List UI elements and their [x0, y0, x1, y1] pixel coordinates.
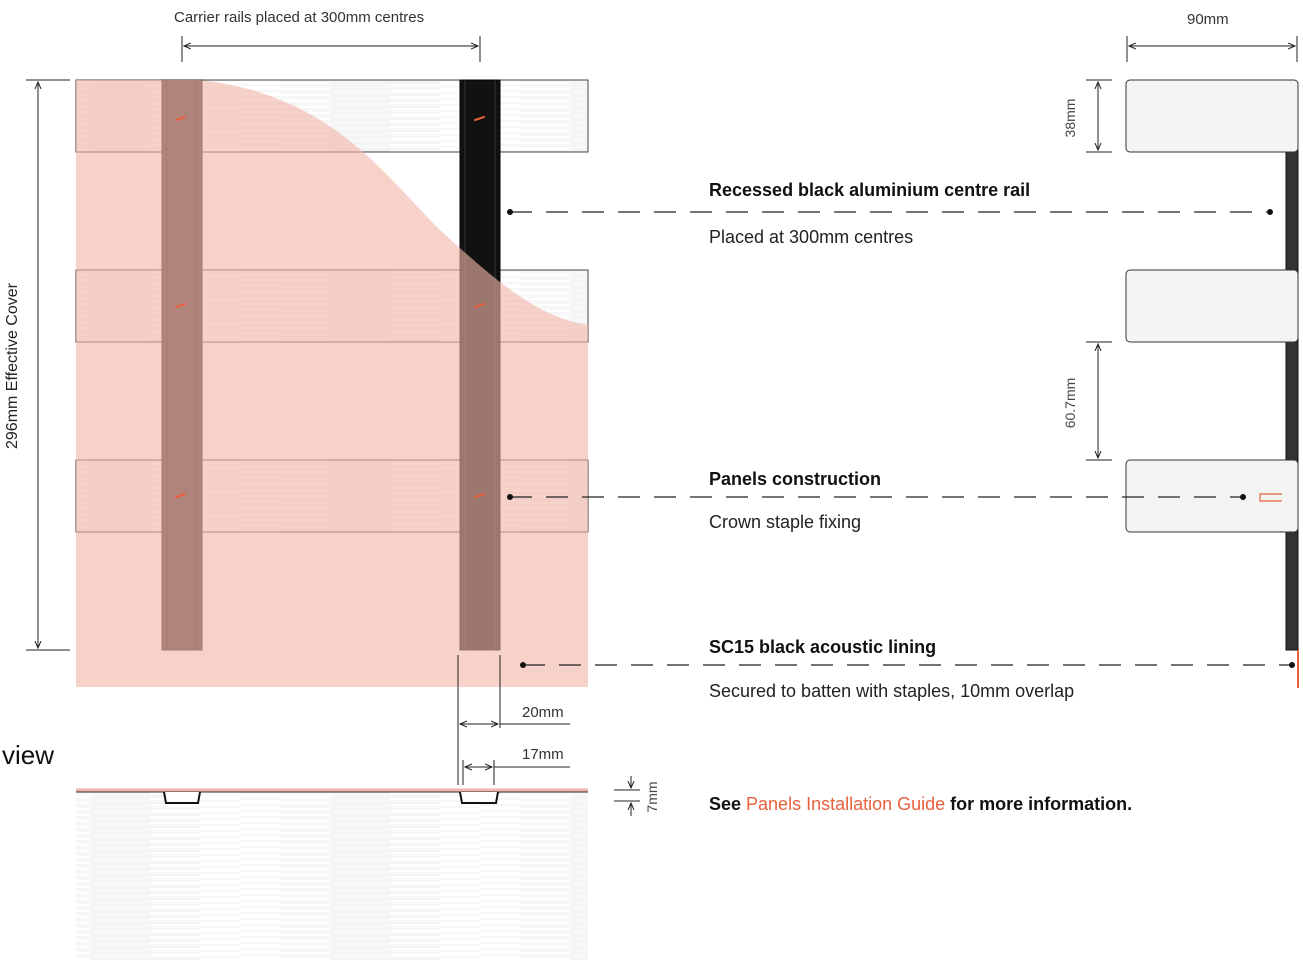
callout-panels-subtitle: Crown staple fixing: [709, 512, 862, 532]
rail-width-dimensions: [457, 655, 570, 785]
section-view: [76, 776, 640, 960]
carrier-dimension: [181, 36, 481, 62]
note-prefix: See: [709, 794, 747, 814]
staple-marks: [175, 116, 485, 498]
callout-lining-title: SC15 black acoustic lining: [709, 637, 937, 657]
carrier-rails-label: Carrier rails placed at 300mm centres: [174, 9, 425, 26]
leader-lines: [510, 211, 1292, 666]
profile-panel-2: [1125, 269, 1299, 343]
installation-note: See Panels Installation Guide for more i…: [709, 795, 1132, 813]
profile-panel-3: [1125, 459, 1299, 533]
leader-dot: [1289, 662, 1295, 668]
leader-dot: [520, 662, 526, 668]
leader-dot: [507, 209, 513, 215]
installation-guide-link[interactable]: Panels Installation Guide: [746, 794, 946, 814]
acoustic-lining-overlay: [76, 80, 588, 687]
profile-panel-1: [1125, 79, 1299, 153]
rail-inner-label: 17mm: [522, 746, 564, 763]
panel-gap-label: 60.7mm: [1062, 377, 1078, 429]
leader-dot: [1240, 494, 1246, 500]
note-suffix: for more information.: [945, 794, 1133, 814]
effective-cover-label: 296mm Effective Cover: [4, 283, 21, 449]
leader-dot: [507, 494, 513, 500]
rail-outer-label: 20mm: [522, 704, 564, 721]
rail-depth-label: 7mm: [644, 781, 660, 813]
leader-dot: [1267, 209, 1273, 215]
callout-panels-title: Panels construction: [709, 469, 882, 489]
panel-height-label: 38mm: [1062, 98, 1078, 138]
callout-rail-subtitle: Placed at 300mm centres: [709, 227, 914, 247]
effective-cover-dimension: [26, 79, 70, 651]
profile-view: [1086, 36, 1299, 688]
callout-rail-title: Recessed black aluminium centre rail: [709, 180, 1031, 200]
section-view-label: view: [2, 740, 55, 770]
panel-depth-label: 90mm: [1187, 11, 1229, 28]
callout-lining-subtitle: Secured to batten with staples, 10mm ove…: [709, 681, 1075, 701]
front-elevation: [75, 79, 589, 687]
